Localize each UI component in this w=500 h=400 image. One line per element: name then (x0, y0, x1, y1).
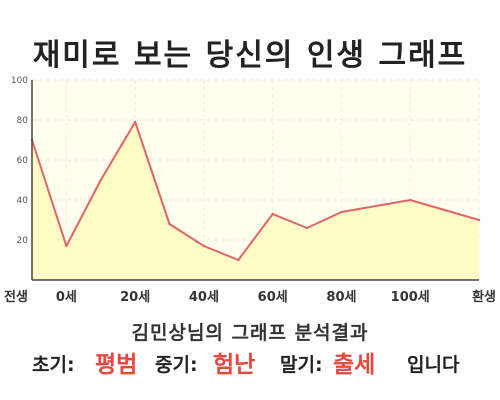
data-point (99, 178, 102, 182)
y-tick-label: 80 (17, 116, 29, 126)
analysis-subtitle: 김민상님의 그래프 분석결과 (131, 322, 369, 344)
y-tick-label: 60 (17, 156, 29, 166)
early-label: 초기: (32, 354, 75, 376)
result-suffix: 입니다 (407, 354, 460, 376)
x-tick-label: 환생 (472, 289, 496, 305)
x-tick-label: 40세 (189, 290, 219, 305)
y-tick-label: 100 (11, 76, 28, 86)
data-point (340, 210, 343, 214)
mid-label: 중기: (155, 354, 198, 376)
data-point (374, 204, 378, 208)
data-point (305, 226, 309, 230)
data-point (271, 212, 274, 216)
data-point (409, 198, 412, 202)
y-tick-label: 40 (17, 196, 29, 206)
series-line (31, 121, 480, 261)
y-tick-label: 20 (17, 236, 29, 246)
late-label: 말기: (280, 354, 323, 376)
x-tick-label: 0세 (56, 290, 77, 305)
x-tick-label: 60세 (258, 290, 288, 305)
data-point (443, 208, 446, 212)
x-tick-label: 80세 (326, 290, 356, 305)
mid-value: 험난 (213, 352, 256, 378)
series-area (32, 122, 479, 280)
x-tick-label: 전생 (4, 289, 28, 305)
data-point (133, 120, 137, 124)
data-point (65, 244, 68, 248)
data-point (202, 244, 206, 248)
early-value: 평범 (95, 352, 138, 378)
data-point (168, 222, 171, 226)
chart-title: 재미로 보는 당신의 인생 그래프 (32, 38, 468, 73)
life-graph-chart: 20 40 60 80 100 전생 0세 20세 40세 60세 80세 100세 환생 (4, 76, 496, 305)
data-point (477, 218, 481, 222)
x-tick-label: 100세 (391, 290, 430, 305)
late-value: 출세 (333, 352, 376, 378)
x-tick-label: 20세 (120, 290, 150, 305)
data-point (237, 258, 240, 262)
